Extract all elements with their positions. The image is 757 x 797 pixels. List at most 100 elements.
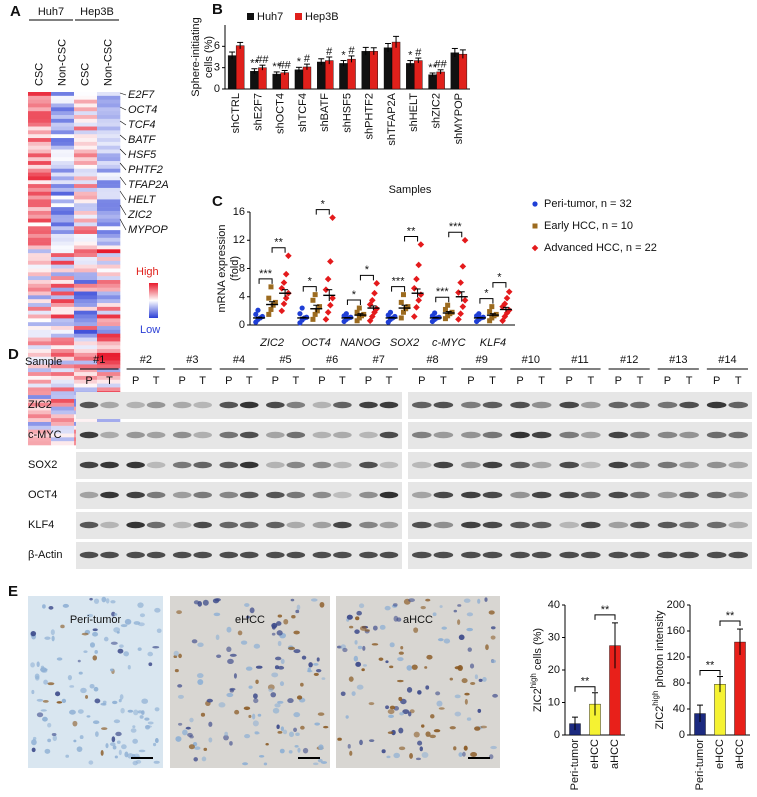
cell-nucleus: [461, 678, 468, 684]
blot-band: [482, 431, 503, 439]
cell-nucleus: [177, 684, 183, 688]
blot-band: [266, 461, 285, 469]
cell-nucleus: [226, 646, 232, 653]
image-label: Peri-tumor: [70, 614, 122, 626]
cell-nucleus: [430, 714, 435, 719]
data-point: [499, 317, 506, 325]
heatmap-cell: [51, 303, 75, 308]
y-tick-label: 200: [667, 599, 685, 611]
cell-nucleus: [86, 613, 94, 618]
blot-band: [219, 401, 239, 409]
cell-nucleus: [51, 733, 57, 736]
blot-band: [411, 521, 432, 529]
cell-nucleus: [368, 702, 375, 706]
heatmap-cell: [74, 283, 98, 288]
sample-label: #13: [669, 354, 687, 366]
cell-nucleus: [152, 742, 157, 747]
heatmap-cell: [28, 122, 52, 127]
heatmap-cell: [51, 272, 75, 277]
cell-nucleus: [293, 630, 300, 635]
cell-nucleus: [355, 616, 360, 621]
cell-nucleus: [392, 603, 398, 607]
data-point: [272, 299, 278, 305]
cell-nucleus: [492, 693, 498, 698]
cell-nucleus: [208, 721, 213, 727]
cell-nucleus: [44, 668, 48, 671]
heatmap-cell: [28, 191, 52, 196]
data-point: [400, 309, 406, 315]
heatmap-cell: [97, 138, 121, 143]
data-point: [329, 214, 336, 221]
blot-band: [510, 551, 530, 559]
bar: [294, 69, 304, 90]
data-point: [410, 313, 418, 320]
bar: [272, 73, 281, 90]
heatmap-cell: [97, 195, 121, 200]
gene-connector: [119, 134, 127, 141]
data-point: [455, 289, 462, 296]
heatmap-cell: [97, 314, 121, 319]
blot-band: [286, 401, 306, 409]
blot-band: [239, 551, 259, 559]
cell-nucleus: [288, 750, 293, 754]
cell-nucleus: [60, 624, 65, 629]
cell-nucleus: [425, 731, 431, 737]
heatmap-cell: [97, 303, 121, 308]
blot-band: [630, 401, 650, 409]
blot-band: [286, 431, 306, 439]
data-point: [268, 306, 274, 312]
heatmap-cell: [28, 272, 52, 277]
cell-nucleus: [349, 750, 353, 756]
lane-label: P: [713, 375, 720, 387]
blot-band: [657, 401, 678, 409]
significance-bracket: [435, 296, 450, 303]
cell-nucleus: [283, 618, 289, 625]
cell-nucleus: [389, 705, 396, 710]
heatmap-cell: [28, 111, 52, 116]
cell-nucleus: [92, 655, 98, 661]
cell-nucleus: [466, 627, 473, 632]
cell-nucleus: [229, 653, 237, 657]
cell-nucleus: [100, 702, 106, 706]
heatmap-cell: [28, 187, 52, 193]
heatmap-cell: [28, 230, 52, 235]
cell-nucleus: [255, 665, 263, 669]
heatmap-cell: [97, 222, 121, 227]
blot-band: [146, 461, 166, 469]
blot-band: [630, 551, 650, 559]
cell-nucleus: [248, 685, 253, 689]
heatmap-cell: [97, 337, 121, 342]
heatmap-cell: [51, 368, 75, 373]
data-point: [532, 201, 538, 207]
heatmap-cell: [74, 299, 98, 304]
x-tick-label: eHCC: [714, 739, 726, 769]
ihc-image: [170, 596, 330, 768]
protein-label: β-Actin: [28, 549, 62, 561]
blot-band: [630, 491, 650, 499]
cell-nucleus: [137, 710, 143, 714]
heatmap-cell: [28, 157, 52, 162]
sample-label: #9: [476, 354, 488, 366]
cell-nucleus: [253, 693, 258, 699]
cell-nucleus: [413, 731, 420, 738]
gene-label: BATF: [128, 134, 157, 146]
lane-label: P: [225, 375, 232, 387]
data-point: [501, 300, 509, 308]
gene-connector: [119, 218, 127, 231]
heatmap-cell: [74, 356, 98, 361]
data-point: [493, 311, 499, 317]
heatmap-cell: [97, 333, 121, 338]
heatmap-cell: [97, 149, 121, 154]
heatmap-cell: [51, 395, 75, 400]
heatmap-cell: [74, 322, 98, 327]
heatmap-cell: [74, 176, 98, 181]
cell-nucleus: [360, 625, 367, 631]
blot-band: [100, 431, 119, 439]
y-tick-label: 40: [548, 599, 560, 611]
heatmap-cell: [28, 314, 52, 319]
heatmap-cell: [74, 222, 98, 227]
cell-nucleus: [277, 614, 283, 618]
blot-strip: [76, 452, 402, 479]
cell-nucleus: [406, 687, 413, 693]
